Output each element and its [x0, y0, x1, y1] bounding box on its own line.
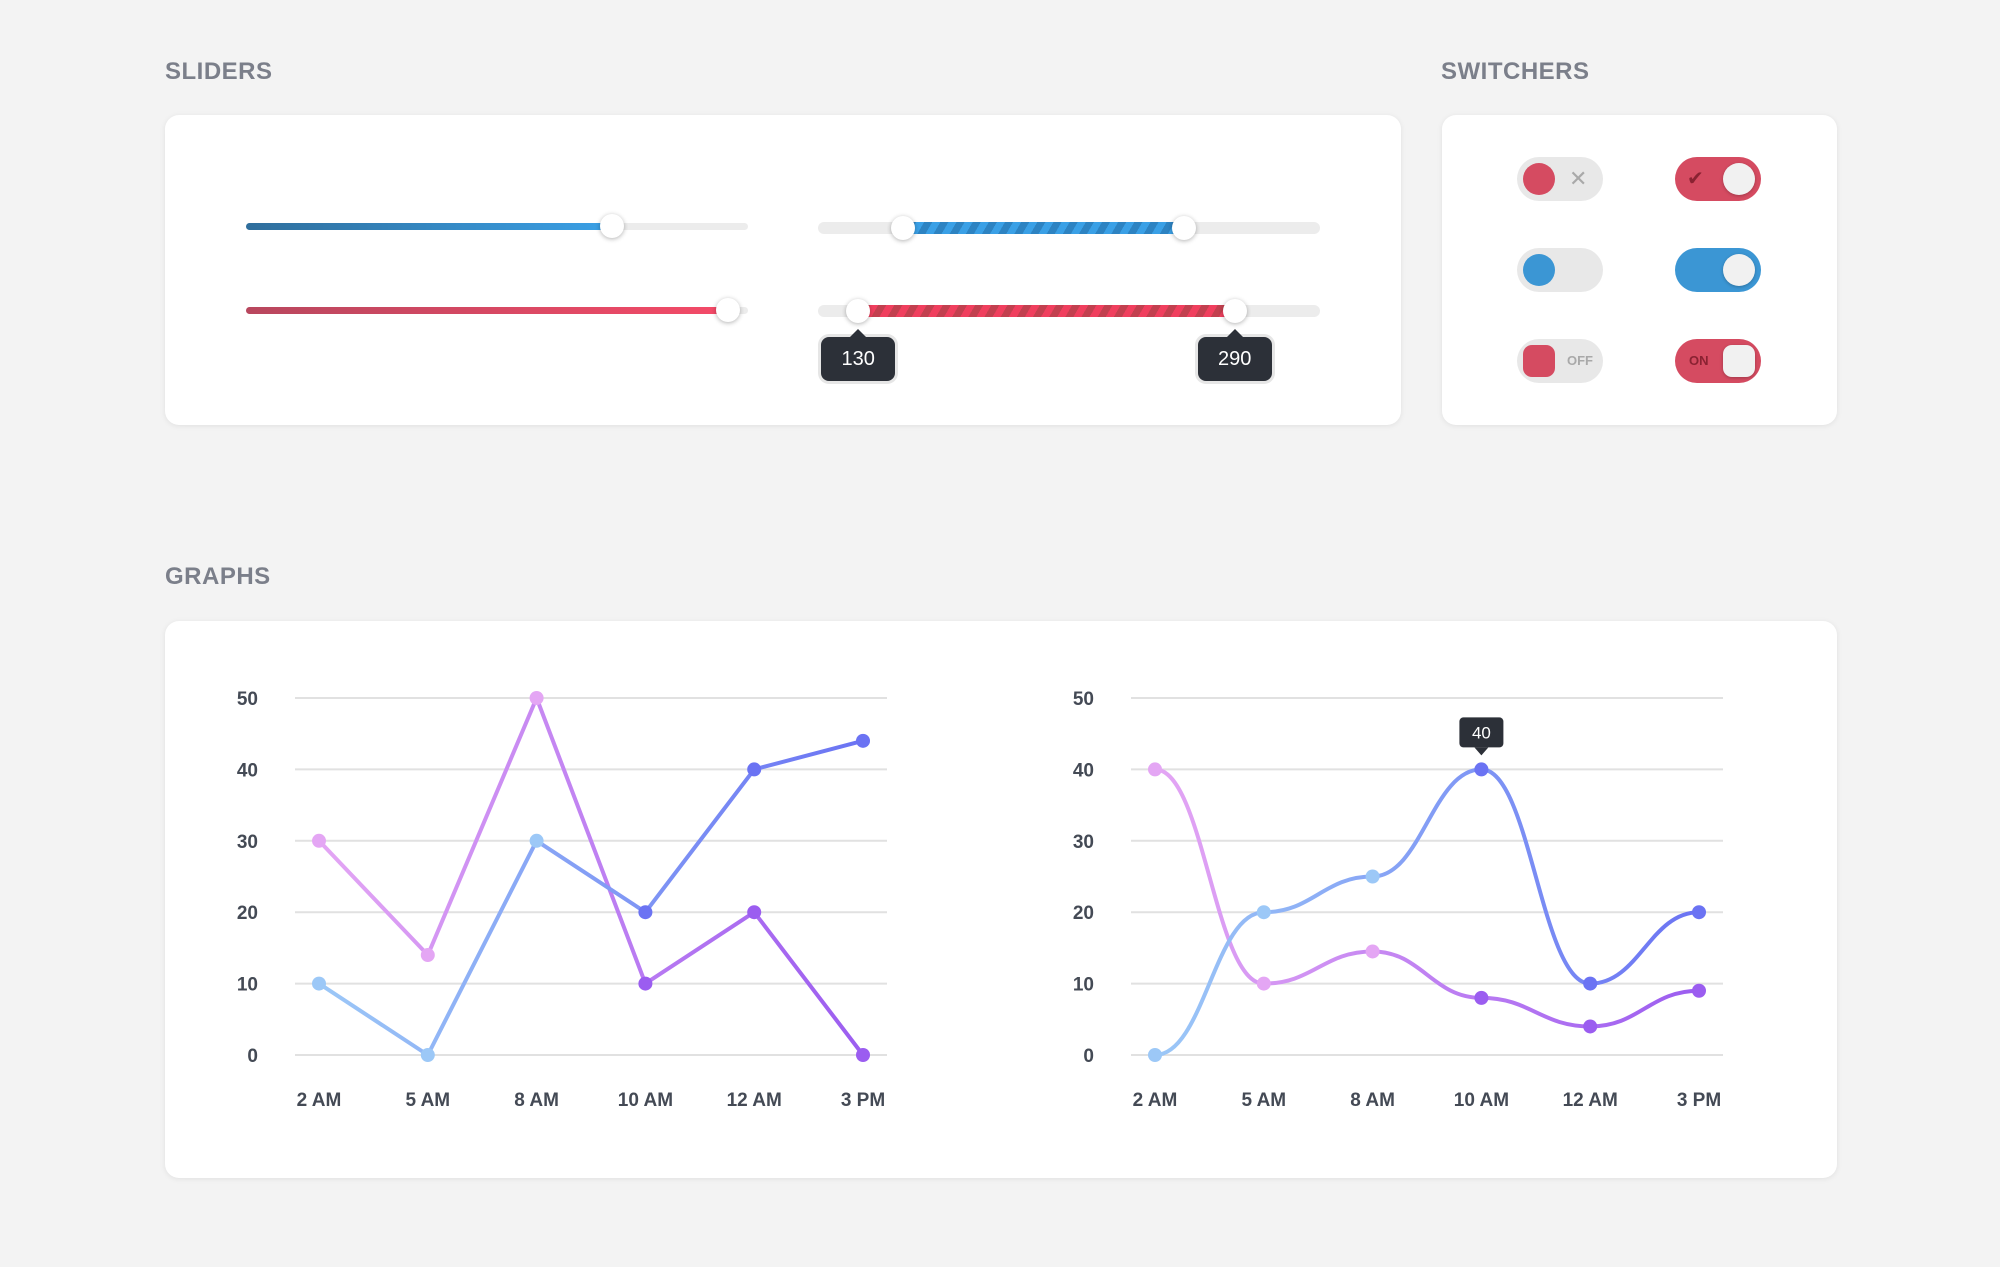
close-icon: ✕	[1569, 166, 1588, 191]
x-tick-label: 8 AM	[1350, 1090, 1395, 1111]
series-line	[317, 696, 865, 1057]
data-point	[1256, 976, 1271, 991]
switch-knob	[1723, 254, 1755, 286]
blue-single-slider[interactable]	[246, 214, 748, 238]
x-tick-label: 5 AM	[405, 1090, 450, 1111]
data-point	[1692, 983, 1706, 998]
x-tick-label: 10 AM	[1454, 1090, 1509, 1111]
blue-range-slider[interactable]	[818, 216, 1320, 240]
switchers-panel: ✕ ✔ OFF ON	[1442, 115, 1837, 425]
data-point	[1148, 1048, 1162, 1062]
y-tick-label: 20	[1073, 903, 1094, 924]
slider-fill	[246, 223, 613, 230]
series-line	[317, 738, 864, 1057]
line-chart-smooth: 0 10 20 30 40 50 2 AM 5 AM 8 AM 10 AM 12 AM 3 PM 40	[1073, 689, 1723, 1111]
switch-on-label: ON	[1689, 353, 1709, 368]
x-tick-label: 12 AM	[727, 1090, 782, 1111]
data-point	[1692, 905, 1706, 920]
y-tick-label: 0	[247, 1046, 258, 1067]
graphs-section-title: GRAPHS	[165, 563, 271, 590]
sliders-panel: 130 290	[165, 115, 1401, 425]
data-point	[638, 905, 653, 920]
switch-knob	[1723, 345, 1755, 377]
switch-blue-on[interactable]	[1675, 248, 1761, 292]
range-fill	[858, 305, 1235, 317]
data-point	[529, 691, 544, 705]
data-point	[638, 976, 653, 991]
series-line	[1154, 767, 1700, 1057]
range-start-handle[interactable]	[891, 216, 916, 240]
data-point	[1365, 944, 1380, 959]
sliders-section-title: SLIDERS	[165, 58, 273, 85]
switch-off-label: OFF	[1567, 353, 1593, 368]
switch-x-off[interactable]: ✕	[1517, 157, 1603, 201]
x-tick-label: 2 AM	[1133, 1090, 1178, 1111]
tooltip-label: 40	[1472, 723, 1491, 742]
x-tick-label: 3 PM	[841, 1090, 885, 1111]
chart-tooltip	[1459, 717, 1504, 748]
y-tick-label: 30	[1073, 832, 1094, 853]
line-chart-straight: 0 10 20 30 40 50 2 AM 5 AM 8 AM 10 AM 12 AM 3 PM	[237, 689, 887, 1111]
switch-knob	[1523, 254, 1555, 286]
data-point	[856, 1048, 870, 1062]
switch-knob	[1723, 163, 1755, 195]
switch-text-on[interactable]: ON	[1675, 339, 1761, 383]
slider-handle[interactable]	[715, 298, 740, 322]
data-point	[1474, 990, 1489, 1005]
y-tick-label: 40	[1073, 760, 1094, 781]
range-end-handle[interactable]	[1222, 299, 1247, 323]
range-fill	[903, 222, 1185, 234]
data-point	[312, 833, 326, 848]
data-point	[1256, 905, 1271, 920]
y-tick-label: 50	[1073, 689, 1094, 710]
graphs-panel: 0 10 20 30 40 50 2 AM 5 AM 8 AM 10 AM 12 AM 3 PM 0 1…	[165, 621, 1837, 1178]
data-point	[1583, 1019, 1598, 1034]
switch-knob	[1523, 163, 1555, 195]
data-point	[747, 762, 762, 777]
x-tick-label: 10 AM	[618, 1090, 673, 1111]
y-tick-label: 50	[237, 689, 258, 710]
series-line	[1154, 767, 1700, 1029]
data-point	[856, 733, 870, 748]
data-point	[1148, 762, 1162, 777]
data-point	[1365, 869, 1380, 884]
data-point	[1474, 762, 1489, 777]
data-point	[420, 948, 435, 963]
red-range-slider[interactable]: 130 290	[818, 299, 1320, 381]
y-tick-label: 30	[237, 832, 258, 853]
data-point	[312, 976, 326, 991]
slider-handle[interactable]	[600, 214, 625, 238]
range-end-handle[interactable]	[1172, 216, 1197, 240]
y-tick-label: 10	[237, 975, 258, 996]
y-tick-label: 10	[1073, 975, 1094, 996]
tooltip-pointer	[1474, 747, 1489, 756]
range-end-tooltip: 290	[1197, 329, 1272, 381]
switch-check-on[interactable]: ✔	[1675, 157, 1761, 201]
x-tick-label: 12 AM	[1563, 1090, 1618, 1111]
x-tick-label: 5 AM	[1241, 1090, 1286, 1111]
check-icon: ✔	[1687, 168, 1704, 190]
data-point	[747, 905, 762, 920]
y-tick-label: 40	[237, 760, 258, 781]
data-point	[1583, 976, 1598, 991]
switch-text-off[interactable]: OFF	[1517, 339, 1603, 383]
red-single-slider[interactable]	[246, 298, 748, 322]
switch-knob	[1523, 345, 1555, 377]
switchers-section-title: SWITCHERS	[1441, 58, 1590, 85]
data-point	[529, 833, 544, 848]
x-tick-label: 8 AM	[514, 1090, 559, 1111]
range-start-handle[interactable]	[846, 299, 871, 323]
switch-blue-off[interactable]	[1517, 248, 1603, 292]
x-tick-label: 2 AM	[297, 1090, 342, 1111]
range-start-tooltip: 130	[821, 329, 896, 381]
slider-fill	[246, 307, 728, 314]
x-tick-label: 3 PM	[1677, 1090, 1721, 1111]
y-tick-label: 0	[1083, 1046, 1094, 1067]
data-point	[420, 1048, 435, 1062]
y-tick-label: 20	[237, 903, 258, 924]
